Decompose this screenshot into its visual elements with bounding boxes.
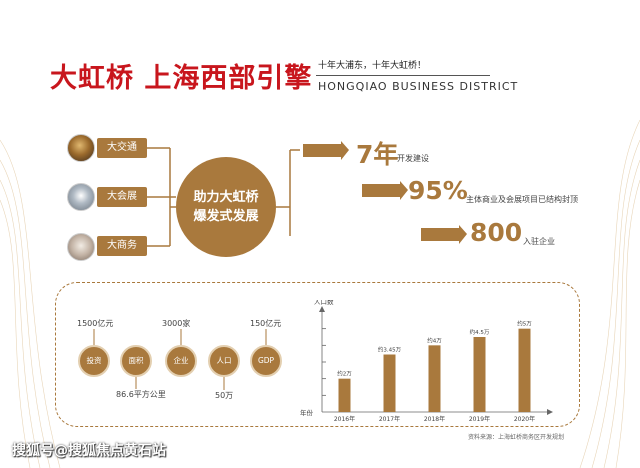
stat-completion-label: 主体商业及会展项目已结构封顶	[466, 195, 578, 204]
stat-enterprises-value: 800	[470, 218, 523, 247]
bar-data-label: 约4万	[427, 336, 442, 344]
x-tick-label: 2017年	[379, 415, 400, 423]
metric-area: 面积	[120, 345, 152, 377]
x-tick-label: 2019年	[469, 415, 490, 423]
district-name: HONGQIAO BUSINESS DISTRICT	[318, 80, 519, 93]
bar-data-label: 约5万	[517, 320, 532, 328]
watermark: 搜狐号@搜狐焦点黄石站	[12, 443, 166, 459]
center-line-2: 爆发式发展	[193, 209, 259, 224]
stat-completion-value: 95%	[408, 176, 468, 205]
metric-enterprises-value: 3000家	[162, 319, 191, 328]
exhibition-photo	[67, 183, 95, 211]
bar	[428, 345, 441, 412]
x-tick-label: 2018年	[424, 415, 445, 423]
arrow-icon	[421, 225, 467, 244]
driver-business: 大商务	[97, 236, 147, 256]
bar-data-label: 约3.45万	[378, 346, 402, 354]
arrow-icon	[362, 181, 408, 200]
stat-years-value: 7年	[356, 140, 399, 169]
metric-enterprises: 企业	[165, 345, 197, 377]
bar-data-label: 约4.5万	[470, 328, 490, 336]
page-title: 大虹桥 上海西部引擎	[50, 63, 313, 94]
metric-investment: 投资	[78, 345, 110, 377]
bar	[473, 337, 486, 412]
bar-data-label: 约2万	[337, 370, 352, 378]
bar	[518, 328, 531, 412]
x-axis-arrow-icon	[547, 409, 553, 415]
transport-photo	[67, 134, 95, 162]
metric-population-value: 50万	[215, 391, 234, 400]
y-axis-arrow-icon	[319, 306, 325, 312]
y-axis-label: 人口数	[314, 300, 334, 306]
arrow-icon	[303, 141, 349, 160]
metric-area-value: 86.6平方公里	[116, 390, 166, 399]
footnote: 资料来源：上海虹桥商务区开发规划	[468, 434, 565, 441]
business-photo	[67, 233, 95, 261]
x-tick-label: 2016年	[334, 415, 355, 423]
metrics-panel	[55, 282, 580, 427]
slogan-divider	[316, 75, 490, 76]
x-axis-label: 年份	[300, 408, 314, 417]
stat-years-label: 开发建设	[397, 154, 429, 163]
center-line-1: 助力大虹桥	[193, 190, 259, 205]
metric-gdp: GDP	[250, 345, 282, 377]
driver-transport: 大交通	[97, 138, 147, 158]
bar	[383, 354, 396, 412]
bar	[338, 378, 351, 412]
metric-investment-value: 1500亿元	[77, 319, 114, 328]
slogan: 十年大浦东，十年大虹桥！	[318, 61, 427, 71]
driver-exhibition: 大会展	[97, 187, 147, 207]
x-tick-label: 2020年	[514, 415, 535, 423]
metric-population: 人口	[208, 345, 240, 377]
stat-enterprises-label: 入驻企业	[523, 237, 555, 246]
center-circle: 助力大虹桥 爆发式发展	[176, 157, 276, 257]
metric-gdp-value: 150亿元	[250, 319, 282, 328]
